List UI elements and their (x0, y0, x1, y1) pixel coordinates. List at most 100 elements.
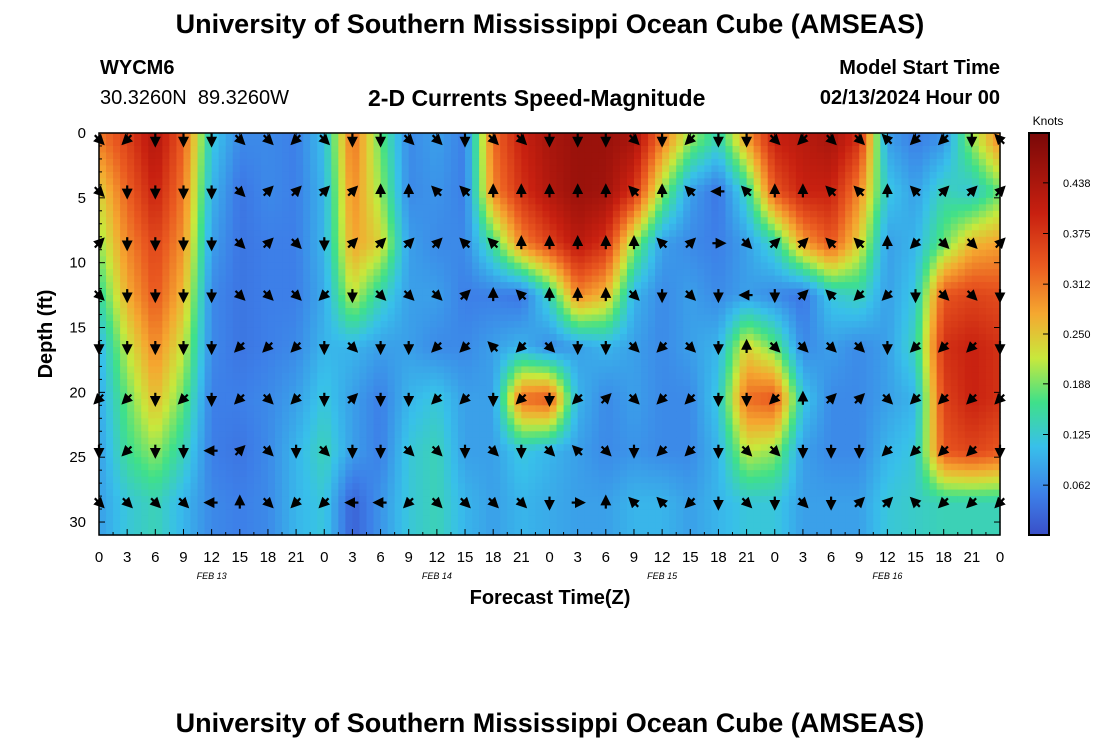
heatmap-cell (486, 301, 494, 309)
heatmap-cell (669, 139, 677, 147)
heatmap-cell (260, 301, 269, 309)
heatmap-cell (331, 359, 339, 368)
heatmap-cell (824, 249, 832, 257)
heatmap-cell (802, 275, 811, 283)
heatmap-cell (155, 158, 163, 167)
heatmap-cell (479, 158, 487, 167)
heatmap-cell (422, 308, 431, 316)
heatmap-cell (253, 217, 262, 225)
heatmap-cell (267, 269, 276, 277)
heatmap-cell (148, 249, 156, 257)
heatmap-cell (218, 139, 227, 147)
heatmap-cell (612, 230, 621, 238)
heatmap-cell (246, 340, 255, 348)
heatmap-cell (929, 178, 938, 186)
heatmap-cell (317, 223, 325, 231)
heatmap-cell (669, 184, 677, 192)
heatmap-cell (598, 262, 607, 270)
heatmap-cell (507, 197, 515, 205)
heatmap-cell (838, 210, 846, 218)
heatmap-cell (183, 262, 192, 270)
heatmap-cell (514, 204, 522, 212)
heatmap-cell (577, 210, 586, 218)
heatmap-cell (584, 308, 593, 316)
heatmap-cell (957, 288, 966, 296)
heatmap-cell (457, 145, 466, 154)
heatmap-cell (521, 379, 529, 387)
heatmap-cell (781, 249, 790, 257)
heatmap-cell (859, 197, 867, 205)
heatmap-cell (239, 308, 248, 316)
heatmap-cell (415, 295, 424, 303)
heatmap-cell (845, 223, 853, 231)
heatmap-cell (718, 197, 727, 205)
heatmap-cell (204, 269, 213, 277)
heatmap-cell (669, 379, 677, 387)
heatmap-cell (760, 204, 769, 212)
heatmap-cell (274, 256, 283, 264)
heatmap-cell (380, 372, 389, 380)
heatmap-cell (232, 379, 241, 387)
heatmap-cell (528, 191, 537, 199)
heatmap-cell (929, 327, 938, 335)
heatmap-cell (359, 295, 368, 303)
heatmap-cell (127, 282, 135, 290)
heatmap-cell (950, 372, 959, 380)
heatmap-cell (317, 275, 325, 283)
heatmap-cell (570, 133, 579, 141)
heatmap-cell (852, 334, 860, 342)
heatmap-cell (746, 145, 755, 154)
heatmap-cell (824, 366, 832, 374)
heatmap-cell (739, 178, 748, 186)
heatmap-cell (99, 379, 107, 387)
heatmap-cell (985, 158, 994, 167)
heatmap-cell (950, 334, 959, 342)
heatmap-cell (964, 327, 973, 335)
heatmap-cell (296, 145, 304, 154)
heatmap-cell (845, 262, 853, 270)
heatmap-cell (465, 269, 473, 277)
heatmap-cell (626, 308, 635, 316)
heatmap-cell (225, 269, 234, 277)
heatmap-cell (563, 197, 572, 205)
heatmap-cell (366, 158, 375, 167)
heatmap-cell (697, 204, 705, 212)
heatmap-cell (303, 158, 311, 167)
heatmap-cell (443, 171, 452, 179)
heatmap-cell (591, 353, 600, 361)
heatmap-cell (619, 353, 628, 361)
heatmap-cell (838, 314, 846, 322)
heatmap-cell (479, 372, 487, 380)
heatmap-cell (176, 288, 185, 296)
heatmap-cell (457, 133, 466, 141)
heatmap-cell (809, 372, 818, 380)
heatmap-cell (169, 353, 178, 361)
heatmap-cell (535, 145, 544, 154)
heatmap-cell (718, 321, 727, 329)
heatmap-cell (303, 236, 311, 244)
heatmap-cell (985, 152, 994, 160)
heatmap-cell (859, 178, 867, 186)
heatmap-cell (816, 210, 825, 218)
heatmap-cell (739, 204, 748, 212)
heatmap-cell (591, 334, 600, 342)
heatmap-cell (450, 359, 459, 368)
heatmap-cell (162, 139, 170, 147)
heatmap-cell (303, 191, 311, 199)
heatmap-cell (570, 230, 579, 238)
heatmap-cell (204, 223, 213, 231)
heatmap-cell (465, 178, 473, 186)
heatmap-cell (246, 133, 255, 141)
heatmap-cell (204, 197, 213, 205)
heatmap-cell (422, 353, 431, 361)
heatmap-cell (873, 223, 881, 231)
heatmap-cell (725, 301, 734, 309)
heatmap-cell (457, 191, 466, 199)
heatmap-cell (225, 295, 234, 303)
heatmap-cell (394, 340, 403, 348)
heatmap-cell (380, 152, 389, 160)
heatmap-cell (655, 288, 663, 296)
heatmap-cell (366, 152, 375, 160)
heatmap-cell (922, 359, 931, 368)
heatmap-cell (774, 256, 783, 264)
